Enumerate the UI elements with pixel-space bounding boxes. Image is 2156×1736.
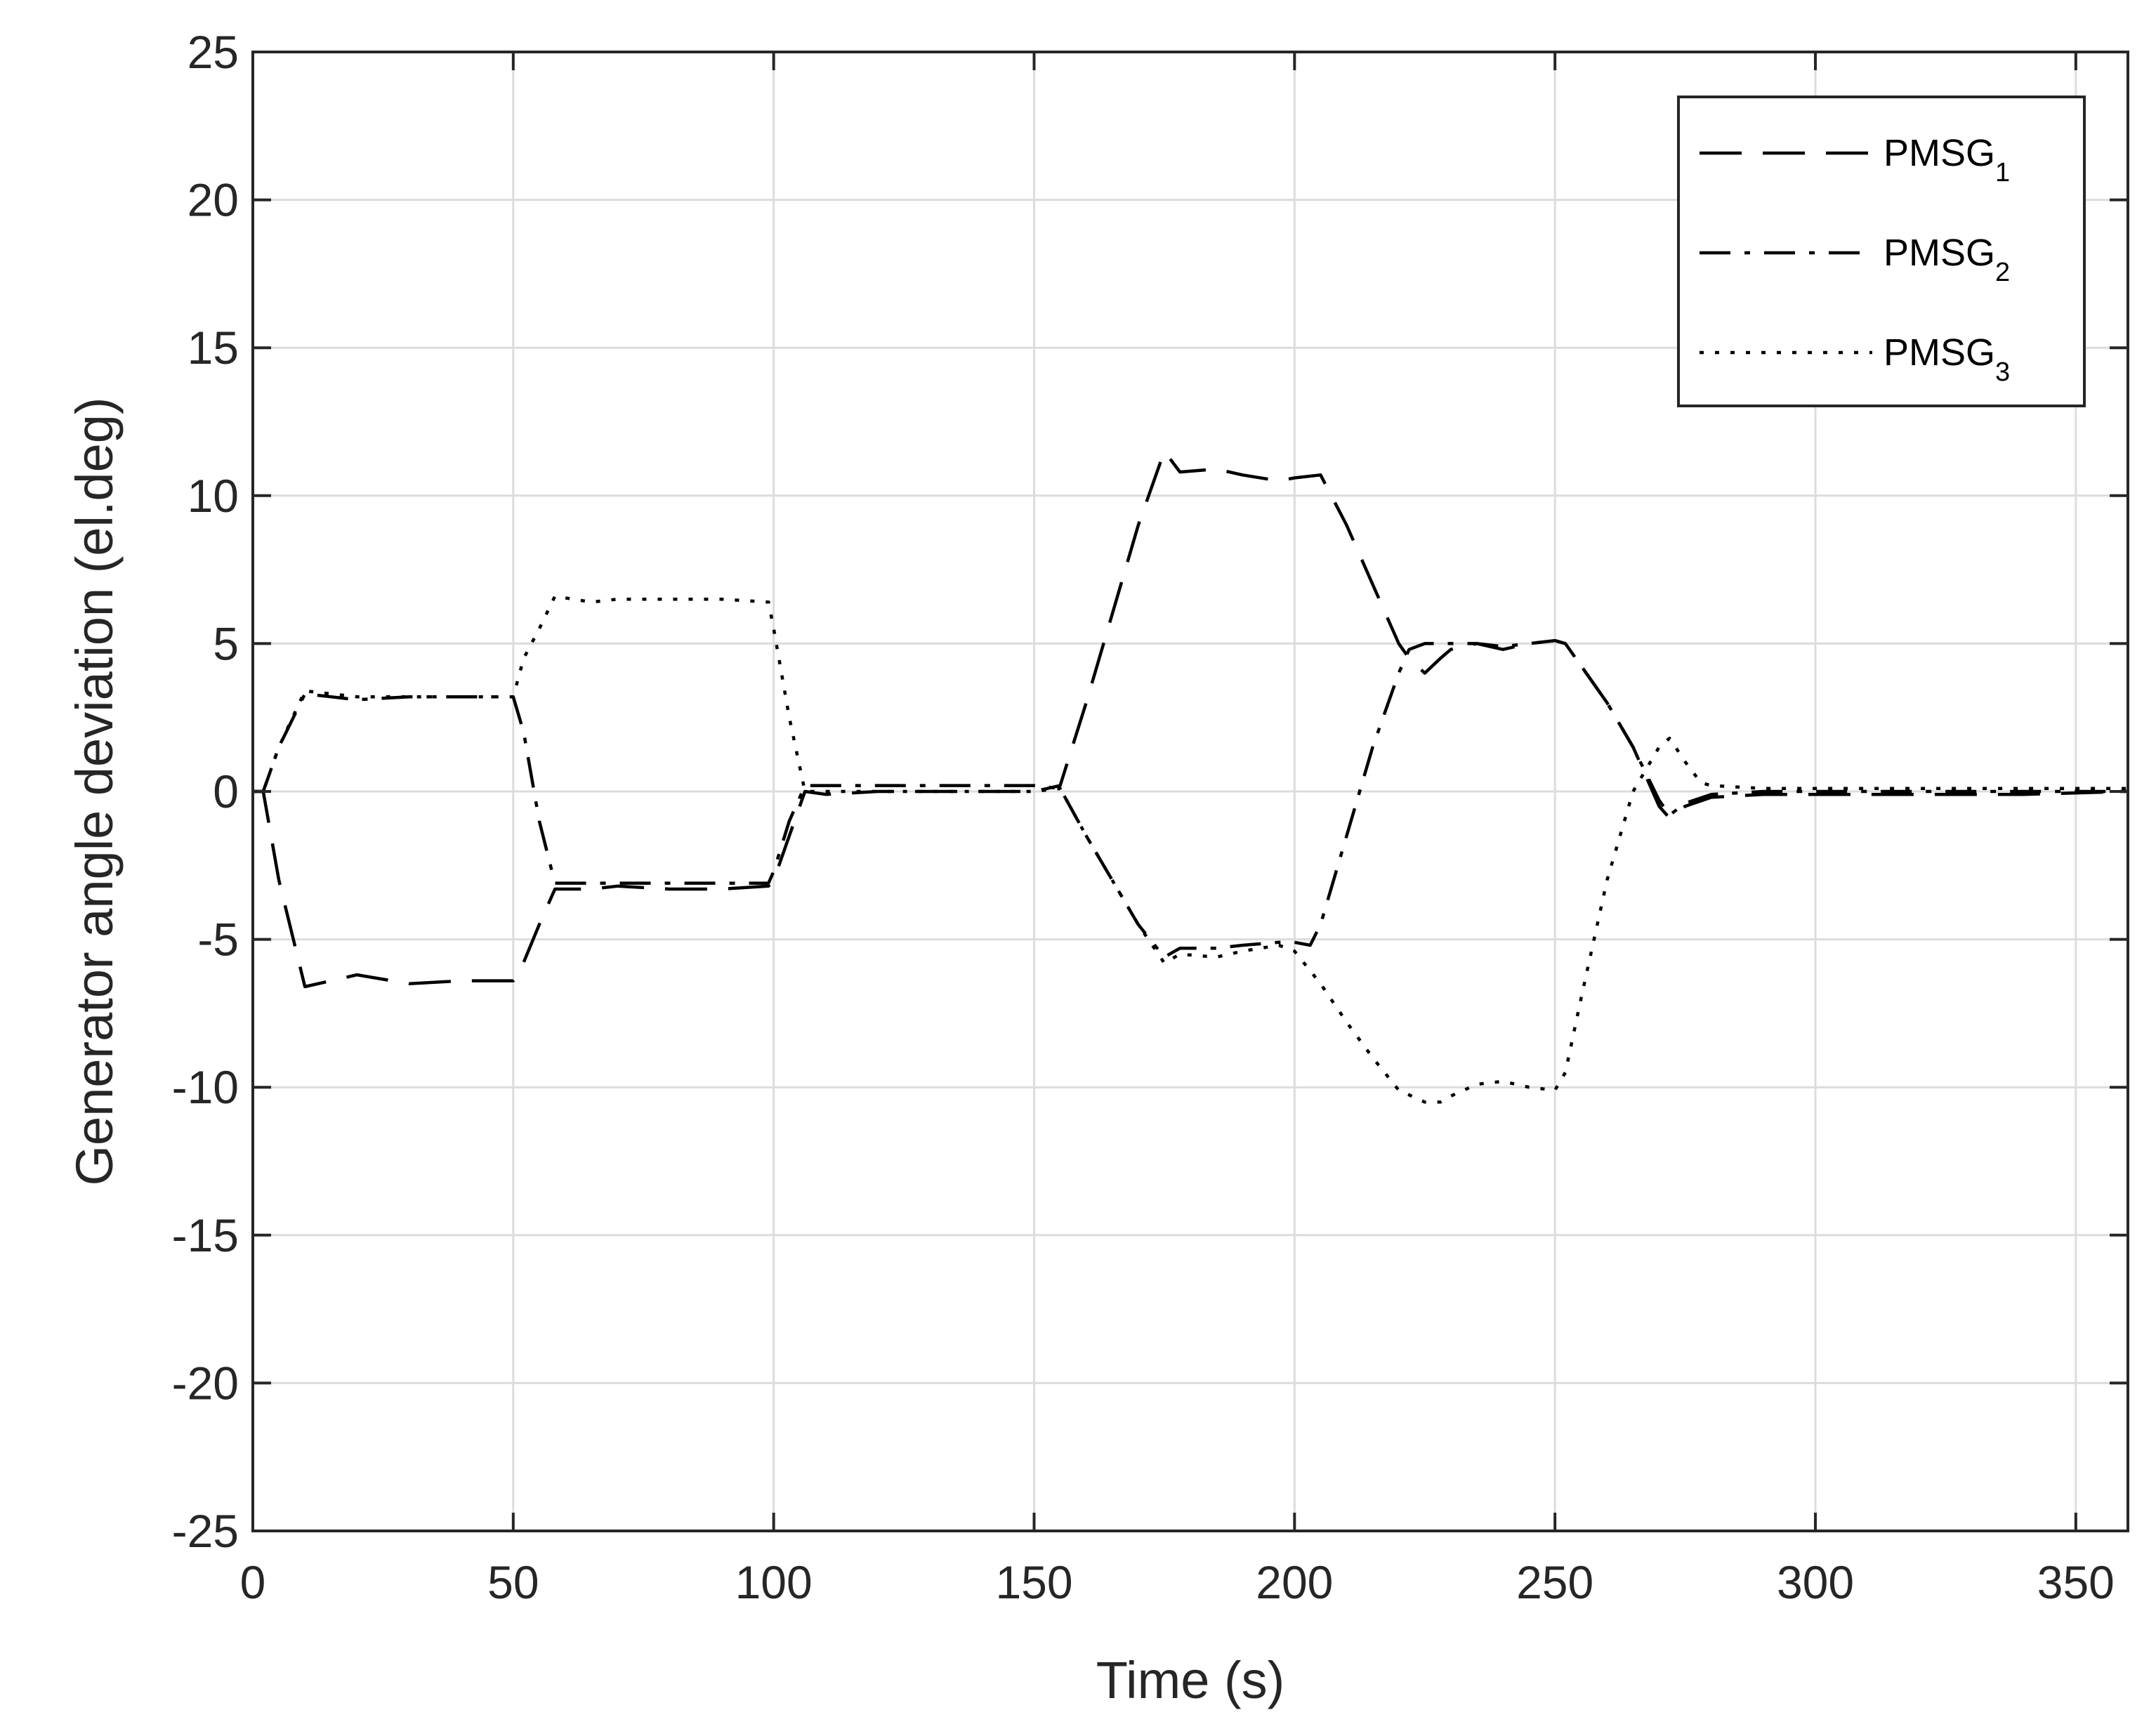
y-tick-label: -5 [197, 914, 239, 966]
x-tick-label: 0 [240, 1556, 266, 1608]
x-tick-label: 100 [735, 1556, 813, 1608]
y-tick-label: -20 [172, 1357, 239, 1409]
y-axis-title: Generator angle deviation (el.deg) [65, 397, 124, 1185]
legend: PMSG1 PMSG2 PMSG3 [1677, 96, 2086, 407]
y-tick-label: -10 [172, 1061, 239, 1113]
y-tick-label: -25 [172, 1505, 239, 1557]
x-tick-label: 350 [2037, 1556, 2115, 1608]
y-tick-label: -15 [172, 1209, 239, 1261]
series-line-pmsg1 [253, 449, 2129, 989]
legend-label-pmsg3: PMSG3 [1884, 331, 2010, 387]
x-tick-label: 50 [487, 1556, 539, 1608]
x-tick-label: 250 [1516, 1556, 1593, 1608]
y-tick-label: 25 [188, 26, 239, 78]
y-tick-label: 15 [188, 322, 239, 374]
y-axis-ticks: 25 20 15 10 5 0 -5 -10 -15 -20 -25 [172, 26, 2128, 1557]
y-tick-label: 5 [213, 617, 239, 669]
series-line-pmsg2 [253, 638, 2128, 959]
x-tick-label: 300 [1777, 1556, 1854, 1608]
x-tick-label: 200 [1256, 1556, 1333, 1608]
legend-label-pmsg1: PMSG1 [1884, 132, 2010, 188]
x-tick-label: 150 [995, 1556, 1072, 1608]
y-tick-label: 0 [213, 765, 239, 817]
x-axis-ticks: 0 50 100 150 200 250 300 350 [240, 52, 2115, 1608]
series-lines [253, 449, 2129, 1104]
y-tick-label: 20 [188, 174, 239, 226]
legend-label-pmsg2: PMSG2 [1884, 232, 2010, 287]
y-tick-label: 10 [188, 470, 239, 522]
legend-box [1677, 96, 2086, 407]
x-axis-title: Time (s) [1096, 1651, 1285, 1709]
